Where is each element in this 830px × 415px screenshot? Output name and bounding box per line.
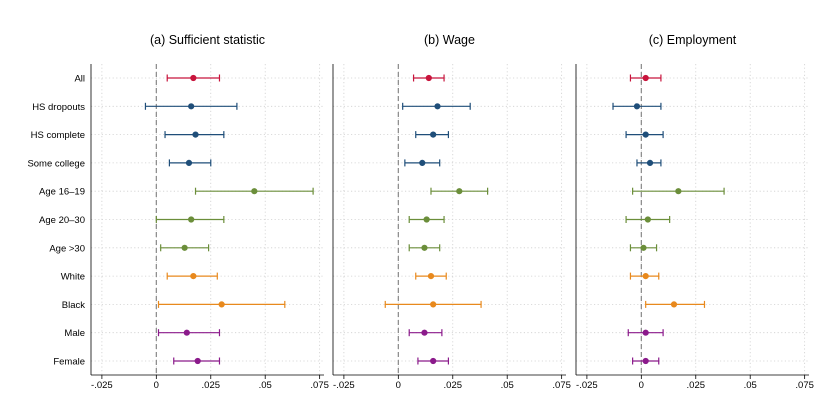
- panel-title: (b) Wage: [424, 33, 475, 47]
- category-label: Age 16–19: [39, 187, 85, 198]
- x-tick-label: -.025: [333, 380, 355, 391]
- point-estimate: [642, 131, 649, 138]
- panel-title: (a) Sufficient statistic: [150, 33, 265, 47]
- point-estimate: [640, 244, 647, 251]
- point-estimate: [633, 103, 641, 110]
- x-tick-label: .05: [744, 380, 757, 391]
- point-estimate: [430, 131, 437, 138]
- point-estimate: [188, 103, 195, 110]
- point-estimate: [425, 74, 432, 82]
- point-estimate: [190, 273, 197, 280]
- point-estimate: [192, 131, 199, 138]
- panel-1: (a) Sufficient statistic -.025 0 .025 .05 .07…: [90, 33, 329, 391]
- x-tick-label: .075: [552, 380, 571, 391]
- point-estimate: [675, 188, 682, 195]
- point-estimate: [185, 159, 193, 166]
- category-label: Female: [53, 357, 85, 368]
- point-estimate: [181, 244, 188, 251]
- category-label: Male: [64, 328, 85, 339]
- point-estimate: [430, 301, 437, 308]
- panel-3: (c) Employment -.025 0 .025 .05 .075: [575, 33, 814, 391]
- point-estimate: [190, 74, 197, 82]
- point-estimate: [419, 159, 426, 166]
- x-tick-label: .075: [310, 380, 329, 391]
- x-tick-label: .025: [444, 380, 463, 391]
- point-estimate: [188, 216, 195, 223]
- category-label: White: [61, 272, 85, 283]
- point-estimate: [194, 357, 201, 365]
- point-estimate: [427, 273, 435, 280]
- point-estimate: [646, 159, 654, 166]
- category-label: HS complete: [31, 130, 85, 141]
- x-tick-label: 0: [154, 380, 159, 391]
- point-estimate: [642, 74, 649, 82]
- point-estimate: [642, 357, 649, 365]
- point-estimate: [642, 273, 649, 280]
- category-label: HS dropouts: [32, 102, 85, 113]
- x-tick-label: 0: [396, 380, 401, 391]
- x-tick-label: .075: [795, 380, 814, 391]
- point-estimate: [421, 244, 428, 251]
- category-label: Age 20–30: [39, 215, 85, 226]
- point-estimate: [218, 301, 225, 308]
- category-label: Age >30: [49, 243, 85, 254]
- category-label: Some college: [27, 158, 85, 169]
- category-label: Black: [62, 300, 85, 311]
- point-estimate: [421, 329, 428, 336]
- panel-title: (c) Employment: [649, 33, 737, 47]
- x-tick-label: .025: [202, 380, 221, 391]
- x-tick-label: .05: [501, 380, 514, 391]
- point-estimate: [644, 216, 651, 223]
- point-estimate: [430, 357, 437, 365]
- point-estimate: [456, 188, 463, 195]
- point-estimate: [642, 329, 649, 336]
- x-tick-label: 0: [639, 380, 644, 391]
- category-label: All: [74, 74, 85, 85]
- point-estimate: [423, 216, 430, 223]
- point-estimate: [434, 103, 441, 110]
- x-tick-label: -.025: [91, 380, 113, 391]
- x-tick-label: -.025: [576, 380, 598, 391]
- point-estimate: [670, 301, 678, 308]
- point-estimate: [183, 329, 190, 336]
- x-tick-label: .025: [687, 380, 706, 391]
- panel-2: (b) Wage -.025 0 .025 .05 .075: [332, 33, 571, 391]
- x-tick-label: .05: [259, 380, 272, 391]
- point-estimate: [251, 188, 258, 195]
